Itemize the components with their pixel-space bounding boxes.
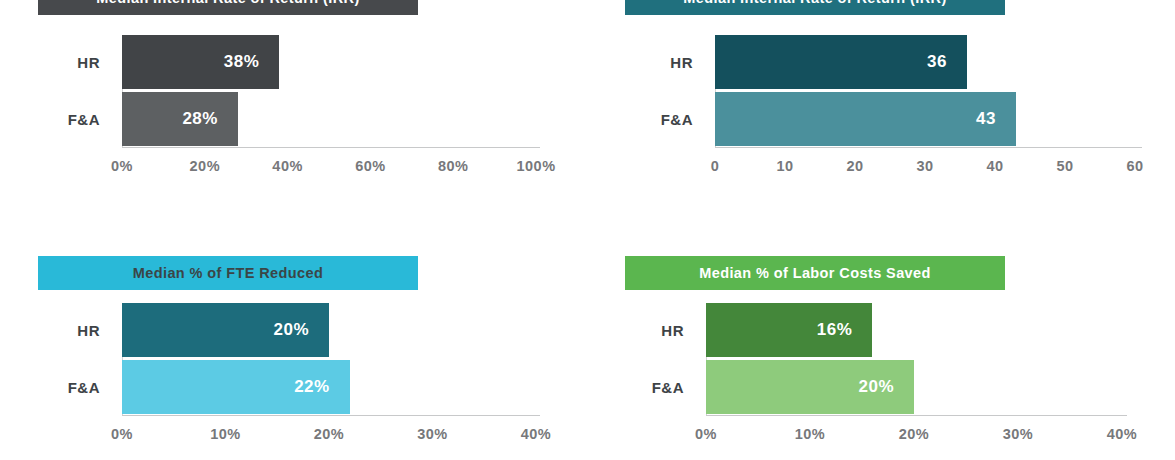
row-label-hr: HR [622,303,684,357]
x-axis-ticks: 0% 10% 20% 30% 40% [706,426,1122,442]
bar-value-label: 28% [182,109,238,129]
x-axis-ticks: 0% 10% 20% 30% 40% [122,426,536,442]
chart-median-fte-reduced: Median % of FTE Reduced HR F&A 20% 22% 0… [38,256,550,460]
tick-label: 10% [210,426,241,442]
tick-label: 40% [1107,426,1138,442]
chart-median-irr-percent: Median Internal Rate of Return (IRR) HR … [38,0,550,200]
figure-wrapper: Median Internal Rate of Return (IRR) HR … [0,0,1175,460]
chart-median-labor-costs-saved: Median % of Labor Costs Saved HR F&A 16%… [622,256,1152,460]
bar-value-label: 43 [976,109,1016,129]
row-label-hr: HR [38,35,100,89]
tick-label: 0% [111,426,133,442]
tick-label: 20% [190,158,221,174]
row-label-fa: F&A [631,92,693,146]
tick-label: 50 [1056,158,1073,174]
bar-fa: 43 [715,92,1016,146]
bar-hr: 20% [122,303,329,357]
row-label-hr: HR [38,303,100,357]
bar-hr: 16% [706,303,872,357]
tick-label: 30% [417,426,448,442]
tick-label: 10% [795,426,826,442]
tick-label: 40% [521,426,552,442]
bar-fa: 28% [122,92,238,146]
x-axis-line [122,147,540,148]
chart-title-bar: Median Internal Rate of Return (IRR) [38,0,418,15]
tick-label: 100% [516,158,555,174]
tick-label: 0% [695,426,717,442]
tick-label: 30% [1003,426,1034,442]
bar-value-label: 22% [294,377,350,397]
bar-hr: 36 [715,35,967,89]
chart-title: Median Internal Rate of Return (IRR) [96,0,359,6]
x-axis-ticks: 0 10 20 30 40 50 60 [715,158,1135,174]
tick-label: 0% [111,158,133,174]
bar-hr: 38% [122,35,279,89]
row-label-fa: F&A [38,360,100,414]
row-label-hr: HR [631,35,693,89]
tick-label: 30 [916,158,933,174]
x-axis-ticks: 0% 20% 40% 60% 80% 100% [122,158,536,174]
x-axis-line [122,415,540,416]
tick-label: 20 [846,158,863,174]
bar-value-label: 36 [927,52,967,72]
tick-label: 0 [711,158,720,174]
x-axis-line [706,415,1127,416]
tick-label: 20% [314,426,345,442]
tick-label: 40% [272,158,303,174]
tick-label: 10 [776,158,793,174]
row-label-fa: F&A [622,360,684,414]
chart-title-bar: Median Internal Rate of Return (IRR) [625,0,1005,15]
tick-label: 40 [986,158,1003,174]
chart-title-bar: Median % of FTE Reduced [38,256,418,290]
chart-title: Median % of FTE Reduced [133,265,323,281]
chart-title-bar: Median % of Labor Costs Saved [625,256,1005,290]
bar-value-label: 20% [273,320,329,340]
row-label-fa: F&A [38,92,100,146]
bar-value-label: 38% [224,52,280,72]
bar-value-label: 16% [817,320,873,340]
tick-label: 60 [1126,158,1143,174]
x-axis-line [715,147,1142,148]
tick-label: 20% [899,426,930,442]
bar-fa: 20% [706,360,914,414]
chart-title: Median Internal Rate of Return (IRR) [683,0,946,6]
bar-fa: 22% [122,360,350,414]
bar-value-label: 20% [858,377,914,397]
tick-label: 80% [438,158,469,174]
chart-median-irr-index: Median Internal Rate of Return (IRR) HR … [631,0,1161,200]
tick-label: 60% [355,158,386,174]
chart-title: Median % of Labor Costs Saved [699,265,931,281]
